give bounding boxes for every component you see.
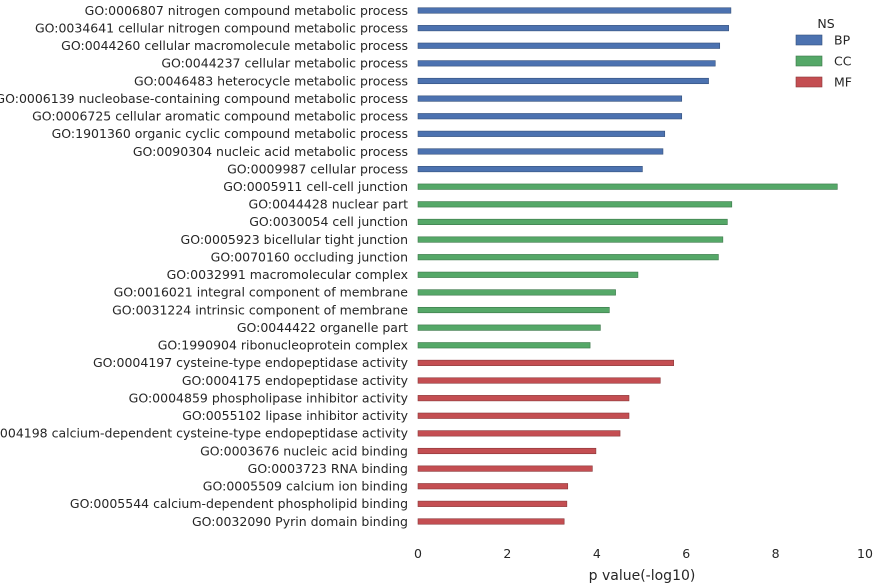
bar-mf: [417, 500, 568, 507]
y-tick-label: GO:0006807 nitrogen compound metabolic p…: [85, 3, 408, 18]
bar-mf: [417, 359, 674, 366]
legend-label-cc: CC: [834, 54, 852, 69]
y-axis-labels: GO:0006807 nitrogen compound metabolic p…: [0, 3, 409, 529]
y-tick-label: GO:0006725 cellular aromatic compound me…: [32, 109, 408, 124]
y-tick-label: GO:0070160 occluding junction: [211, 249, 408, 264]
bar-cc: [417, 306, 610, 314]
y-tick-label: GO:1901360 organic cyclic compound metab…: [52, 126, 408, 141]
y-tick-label: GO:0044422 organelle part: [237, 320, 408, 335]
bar-mf: [417, 430, 621, 437]
bar-bp: [417, 77, 709, 85]
bar-bp: [417, 95, 683, 102]
y-tick-label: GO:0044260 cellular macromolecule metabo…: [61, 38, 408, 53]
y-tick-label: GO:0032991 macromolecular complex: [167, 267, 408, 282]
bar-mf: [417, 412, 630, 419]
bar-cc: [417, 324, 601, 331]
x-tick-label: 6: [682, 546, 690, 561]
legend: NS BP CC MF: [795, 16, 852, 90]
bar-cc: [417, 342, 591, 349]
x-tick-label: 4: [593, 546, 601, 561]
legend-title: NS: [817, 16, 834, 31]
legend-swatch-bp: [795, 34, 823, 46]
bar-bp: [417, 130, 666, 137]
legend-swatch-mf: [795, 76, 823, 88]
bar-mf: [417, 483, 569, 490]
bar-mf: [417, 447, 597, 455]
bars: [417, 7, 838, 525]
bar-bp: [417, 42, 721, 49]
bar-bp: [417, 60, 716, 67]
y-tick-label: GO:0044428 nuclear part: [249, 197, 409, 212]
y-tick-label: GO:0003723 RNA binding: [248, 461, 408, 476]
bar-cc: [417, 271, 639, 278]
y-tick-label: GO:0006139 nucleobase-containing compoun…: [0, 91, 408, 106]
y-tick-label: GO:0030054 cell junction: [249, 214, 408, 229]
legend-swatch-cc: [795, 55, 823, 67]
y-tick-label: GO:0044237 cellular metabolic process: [161, 56, 408, 71]
bar-bp: [417, 7, 732, 14]
y-tick-label: GO:0004197 cysteine-type endopeptidase a…: [93, 355, 409, 370]
y-tick-label: GO:1990904 ribonucleoprotein complex: [158, 338, 408, 353]
bar-mf: [417, 518, 565, 525]
legend-label-bp: BP: [834, 33, 851, 48]
y-tick-label: GO:0032090 Pyrin domain binding: [192, 514, 408, 529]
bar-bp: [417, 166, 643, 173]
y-tick-label: GO:0005544 calcium-dependent phospholipi…: [70, 496, 408, 511]
x-tick-label: 8: [772, 546, 780, 561]
y-tick-label: GO:0009987 cellular process: [227, 161, 408, 176]
y-tick-label: GO:0046483 heterocycle metabolic process: [134, 73, 408, 88]
y-tick-label: GO:0005923 bicellular tight junction: [181, 232, 408, 247]
legend-label-mf: MF: [834, 75, 852, 90]
x-axis-ticks: 0 2 4 6 8 10: [414, 546, 873, 561]
bar-mf: [417, 377, 661, 384]
bar-bp: [417, 148, 664, 155]
x-tick-label: 2: [503, 546, 511, 561]
bar-cc: [417, 254, 719, 261]
bar-mf: [417, 395, 630, 402]
bar-cc: [417, 183, 838, 190]
y-tick-label: GO:0005509 calcium ion binding: [203, 479, 408, 494]
x-tick-label: 0: [414, 546, 422, 561]
y-tick-label: GO:0034641 cellular nitrogen compound me…: [35, 20, 408, 35]
y-tick-label: GO:0004175 endopeptidase activity: [182, 373, 409, 388]
bar-cc: [417, 289, 616, 296]
bar-bp: [417, 113, 683, 120]
x-axis-label: p value(-log10): [589, 568, 696, 584]
bar-cc: [417, 218, 728, 225]
bar-bp: [417, 25, 729, 32]
y-tick-label: GO:0090304 nucleic acid metabolic proces…: [133, 144, 408, 159]
bar-cc: [417, 201, 733, 208]
y-tick-label: GO:0004859 phospholipase inhibitor activ…: [129, 390, 409, 405]
y-tick-label: GO:0055102 lipase inhibitor activity: [182, 408, 408, 423]
y-tick-label: GO:0005911 cell-cell junction: [223, 179, 408, 194]
y-tick-label: GO:0031224 intrinsic component of membra…: [112, 302, 408, 317]
bar-cc: [417, 236, 724, 243]
x-tick-label: 10: [857, 546, 873, 561]
bar-mf: [417, 465, 593, 472]
y-tick-label: GO:0003676 nucleic acid binding: [200, 443, 408, 458]
y-tick-label: GO:0004198 calcium-dependent cysteine-ty…: [0, 426, 409, 441]
y-tick-label: GO:0016021 integral component of membran…: [114, 285, 409, 300]
